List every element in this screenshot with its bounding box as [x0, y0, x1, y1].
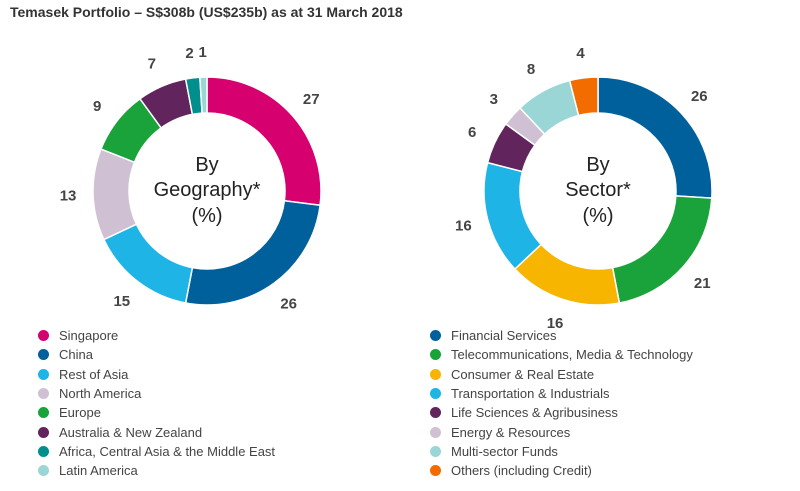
legend-label: Transportation & Industrials [451, 386, 610, 402]
sector-legend: Financial Services Telecommunications, Me… [430, 326, 760, 480]
chart-title: Temasek Portfolio – S$308b (US$235b) as … [10, 4, 403, 20]
legend-swatch [430, 407, 441, 419]
sector-value-label-multi-sector-funds: 8 [527, 61, 535, 78]
legend-swatch [38, 426, 49, 438]
sector-legend-item-others-including-credit: Others (including Credit) [430, 461, 760, 480]
legend-label: Multi-sector Funds [451, 443, 558, 459]
sector-slice-others-including-credit [568, 76, 599, 117]
sector-value-label-financial-services: 26 [691, 88, 708, 105]
legend-label: Telecommunications, Media & Technology [451, 347, 693, 363]
legend-swatch [38, 368, 49, 380]
legend-swatch [430, 349, 441, 361]
legend-label: Others (including Credit) [451, 463, 592, 479]
legend-swatch [38, 407, 49, 419]
legend-label: China [59, 347, 93, 363]
sector-value-label-life-sciences-and-agribusiness: 6 [468, 124, 476, 141]
sector-legend-item-energy-and-resources: Energy & Resources [430, 422, 760, 441]
legend-label: Africa, Central Asia & the Middle East [59, 443, 276, 459]
legend-swatch [38, 445, 49, 457]
geography-value-label-china: 26 [280, 295, 297, 312]
sector-legend-item-consumer-and-real-estate: Consumer & Real Estate [430, 365, 760, 384]
geography-center-label-line-1: By [195, 154, 218, 176]
geography-legend-item-north-america: North America [38, 384, 368, 403]
legend-label: Life Sciences & Agribusiness [451, 405, 618, 421]
legend-label: Financial Services [451, 328, 557, 344]
legend-swatch [430, 445, 441, 457]
geography-legend-item-africa-central-asia-and-the-middle-east: Africa, Central Asia & the Middle East [38, 442, 368, 461]
geography-legend-item-europe: Europe [38, 403, 368, 422]
legend-swatch [38, 388, 49, 400]
geography-value-label-singapore: 27 [303, 91, 320, 108]
legend-swatch [38, 349, 49, 361]
sector-value-label-energy-and-resources: 3 [490, 91, 498, 108]
geography-center-label-line-3: (%) [191, 205, 222, 227]
geography-legend-item-singapore: Singapore [38, 326, 368, 345]
sector-value-label-telecommunications-media-and-technology: 21 [694, 275, 711, 292]
legend-swatch [430, 368, 441, 380]
sector-legend-item-life-sciences-and-agribusiness: Life Sciences & Agribusiness [430, 403, 760, 422]
legend-label: Singapore [59, 328, 119, 344]
geography-legend-item-rest-of-asia: Rest of Asia [38, 365, 368, 384]
sector-center-label-line-3: (%) [582, 205, 613, 227]
legend-swatch [38, 465, 49, 477]
geography-legend-item-australia-and-new-zealand: Australia & New Zealand [38, 422, 368, 441]
legend-swatch [430, 330, 441, 342]
legend-label: North America [59, 386, 142, 402]
geography-legend: Singapore China Rest of Asia North America E… [38, 326, 368, 480]
legend-label: Europe [59, 405, 101, 421]
sector-value-label-others-including-credit: 4 [576, 45, 585, 62]
legend-swatch [430, 465, 441, 477]
legend-label: Energy & Resources [451, 424, 571, 440]
sector-legend-item-transportation-and-industrials: Transportation & Industrials [430, 384, 760, 403]
legend-label: Rest of Asia [59, 366, 129, 382]
legend-swatch [430, 426, 441, 438]
geography-value-label-europe: 9 [93, 98, 101, 115]
sector-value-label-consumer-and-real-estate: 16 [547, 315, 564, 332]
sector-legend-item-multi-sector-funds: Multi-sector Funds [430, 442, 760, 461]
geography-value-label-rest-of-asia: 15 [113, 293, 130, 310]
legend-label: Consumer & Real Estate [451, 366, 595, 382]
geography-value-label-latin-america: 1 [198, 44, 206, 61]
geography-value-label-north-america: 13 [60, 187, 77, 204]
geography-center-label-line-2: Geography* [154, 179, 261, 201]
geography-value-label-africa-central-asia-and-the-middle-east: 2 [185, 45, 193, 62]
geography-legend-item-china: China [38, 345, 368, 364]
sector-center-label-line-1: By [586, 154, 609, 176]
legend-label: Latin America [59, 463, 138, 479]
sector-slice-transportation-and-industrials [483, 161, 543, 271]
legend-swatch [38, 330, 49, 342]
sector-value-label-transportation-and-industrials: 16 [455, 218, 472, 235]
geography-value-label-australia-and-new-zealand: 7 [148, 55, 156, 72]
legend-swatch [430, 388, 441, 400]
geography-legend-item-latin-america: Latin America [38, 461, 368, 480]
sector-legend-item-telecommunications-media-and-technology: Telecommunications, Media & Technology [430, 345, 760, 364]
sector-legend-item-financial-services: Financial Services [430, 326, 760, 345]
sector-center-label-line-2: Sector* [565, 179, 631, 201]
legend-label: Australia & New Zealand [59, 424, 203, 440]
geography-slice-latin-america [199, 76, 208, 114]
